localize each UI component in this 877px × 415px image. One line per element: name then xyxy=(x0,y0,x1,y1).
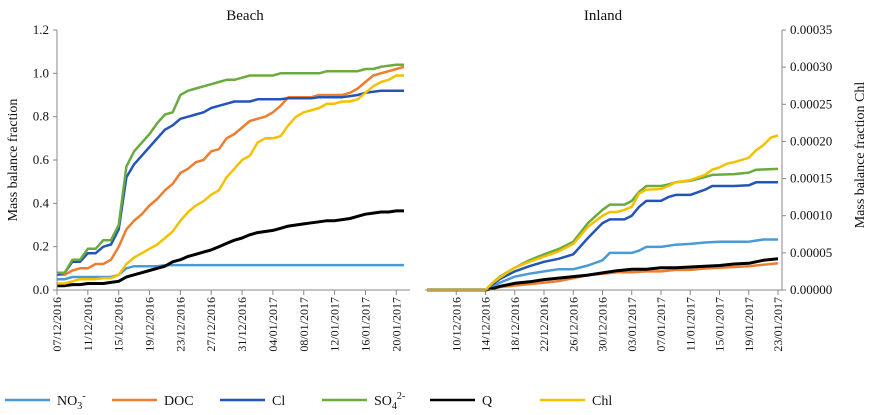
inland-x-tick-label: 11/01/2017 xyxy=(683,297,697,351)
beach-series-q xyxy=(57,209,404,288)
beach-chart-title: Beach xyxy=(226,8,264,24)
inland-x-tick-label: 03/01/2017 xyxy=(625,297,639,352)
beach-x-tick-label: 15/12/2016 xyxy=(112,297,126,352)
beach-x-tick-label: 16/01/2017 xyxy=(358,297,372,352)
beach-x-tick-label: 07/12/2016 xyxy=(50,297,64,352)
inland-x-tick-label: 19/01/2017 xyxy=(742,297,756,352)
legend-label-q: Q xyxy=(482,394,492,409)
inland-series-q xyxy=(427,257,779,292)
inland-series-doc xyxy=(427,262,779,292)
inland-series-no3 xyxy=(427,238,778,292)
beach-y-axis-label: Mass balance fraction xyxy=(6,99,21,222)
inland-y-axis-label: Mass balance fraction Chl xyxy=(853,82,868,229)
beach-x-tick-label: 11/12/2016 xyxy=(81,297,95,351)
inland-y-tick-label: 0.00000 xyxy=(790,282,832,297)
inland-x-tick-label: 22/12/2016 xyxy=(537,297,551,352)
inland-chart-title: Inland xyxy=(584,8,623,24)
beach-series-chl xyxy=(57,74,404,285)
beach-y-tick-label: 0.6 xyxy=(33,152,50,167)
inland-y-tick-label: 0.00035 xyxy=(790,22,832,37)
beach-y-tick-label: 0.8 xyxy=(33,109,49,124)
legend-label-no: NO3- xyxy=(57,391,86,412)
inland-x-tick-label: 14/12/2016 xyxy=(479,297,493,352)
inland-y-tick-label: 0.00010 xyxy=(790,208,832,223)
inland-y-tick-label: 0.00025 xyxy=(790,96,832,111)
inland-x-tick-label: 07/01/2017 xyxy=(654,297,668,352)
inland-y-tick-label: 0.00030 xyxy=(790,59,832,74)
beach-x-tick-label: 08/01/2017 xyxy=(297,297,311,352)
beach-x-tick-label: 04/01/2017 xyxy=(266,297,280,352)
inland-x-tick-label: 15/01/2017 xyxy=(713,297,727,352)
inland-x-tick-label: 23/01/2017 xyxy=(771,297,785,352)
beach-x-tick-label: 20/01/2017 xyxy=(389,297,403,352)
legend: NO3- DOC Cl SO42- Q Chl xyxy=(5,391,612,412)
legend-label-doc: DOC xyxy=(164,394,194,409)
inland-series-chl xyxy=(427,134,779,292)
beach-series-doc xyxy=(57,65,405,277)
beach-x-tick-label: 31/12/2016 xyxy=(235,297,249,352)
inland-x-tick-label: 30/12/2016 xyxy=(596,297,610,352)
beach-y-tick-label: 0.0 xyxy=(33,282,49,297)
legend-label-chl: Chl xyxy=(592,394,612,409)
beach-x-tick-label: 27/12/2016 xyxy=(204,297,218,352)
inland-series-cl xyxy=(427,181,778,292)
beach-series-no3 xyxy=(57,263,404,281)
inland-y-tick-label: 0.00015 xyxy=(790,171,832,186)
legend-label-cl: Cl xyxy=(272,394,285,409)
beach-series-so4 xyxy=(57,63,404,274)
beach-y-tick-label: 1.0 xyxy=(33,65,49,80)
inland-y-tick-label: 0.00020 xyxy=(790,133,832,148)
beach-x-tick-label: 12/01/2017 xyxy=(328,297,342,352)
inland-x-tick-label: 26/12/2016 xyxy=(566,297,580,352)
beach-x-tick-label: 19/12/2016 xyxy=(143,297,157,352)
beach-y-tick-label: 0.4 xyxy=(33,195,50,210)
inland-x-tick-label: 18/12/2016 xyxy=(508,297,522,352)
inland-y-tick-label: 0.00005 xyxy=(790,245,832,260)
legend-label-so: SO42- xyxy=(374,391,405,412)
inland-x-tick-label: 10/12/2016 xyxy=(449,297,463,352)
beach-y-tick-label: 0.2 xyxy=(33,239,49,254)
beach-y-tick-label: 1.2 xyxy=(33,22,49,37)
beach-x-tick-label: 23/12/2016 xyxy=(173,297,187,352)
beach-series-cl xyxy=(56,89,404,277)
